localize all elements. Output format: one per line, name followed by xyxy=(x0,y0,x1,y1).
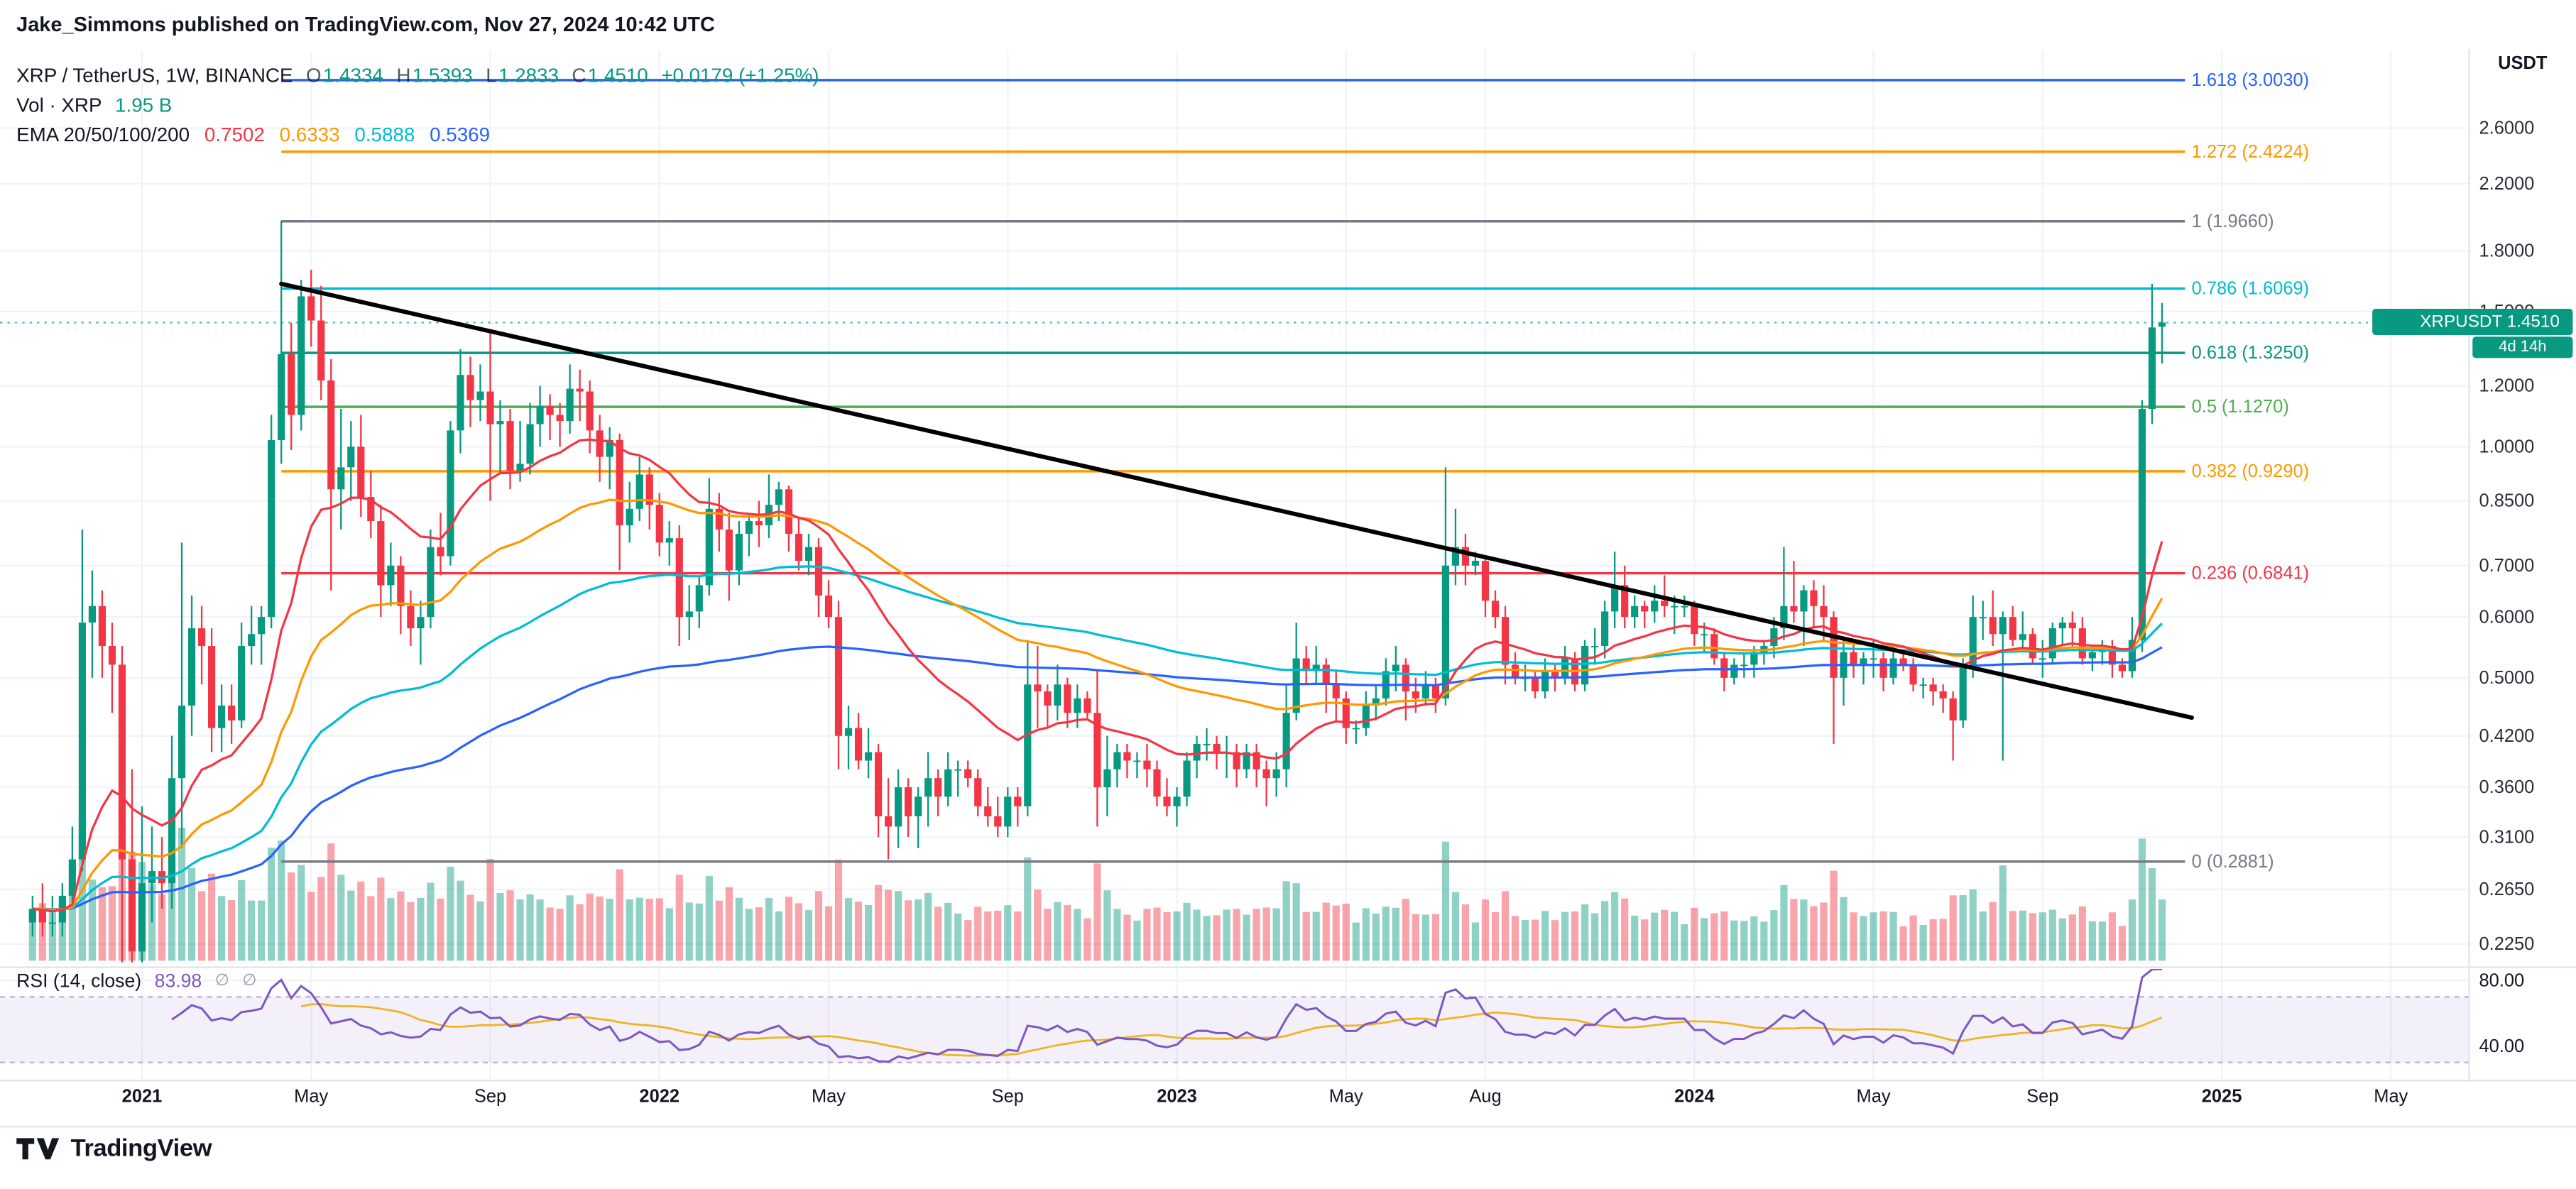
volume-label: Vol · XRP xyxy=(16,93,102,117)
rsi-empty-slot-icon[interactable]: ∅ xyxy=(214,972,229,991)
last-price-tag: XRPUSDT 1.4510 xyxy=(2372,309,2573,336)
fib-retracement[interactable]: 1.618 (3.0030) 1.272 (2.4224) 1 (1.9660) 0.… xyxy=(281,70,2309,872)
tradingview-brand: TradingView xyxy=(70,1134,212,1163)
time-axis-label: 2022 xyxy=(639,1086,680,1106)
gridlines xyxy=(0,50,2469,1081)
volume-series xyxy=(28,821,2166,961)
time-axis-label: May xyxy=(2374,1086,2408,1106)
time-axis-label: May xyxy=(1329,1086,1363,1106)
ema50-line xyxy=(32,498,2163,911)
price-axis-tick: 0.2650 xyxy=(2479,880,2535,899)
time-axis[interactable] xyxy=(0,1080,2576,1124)
time-axis-label: May xyxy=(1857,1086,1891,1106)
price-axis-tick: 0.7000 xyxy=(2479,556,2535,576)
rsi-axis-tick: 40.00 xyxy=(2479,1036,2525,1056)
time-axis-label: Sep xyxy=(474,1086,506,1106)
rsi-plot xyxy=(171,968,2163,1063)
price-axis-currency: USDT xyxy=(2498,54,2548,75)
price-axis-tick: 0.2250 xyxy=(2479,934,2535,954)
attribution: Jake_Simmons published on TradingView.co… xyxy=(16,13,715,36)
time-axis-label: May xyxy=(812,1086,846,1106)
ohlc-high: H 1.5393 xyxy=(396,64,473,87)
fib-level-label: 0.382 (0.9290) xyxy=(2192,461,2309,481)
price-axis-tick: 0.5000 xyxy=(2479,668,2535,688)
tradingview-footer-link[interactable]: TradingView xyxy=(16,1135,212,1163)
symbol-legend[interactable]: XRP / TetherUS, 1W, BINANCE O 1.4334 H 1.5… xyxy=(16,64,819,87)
ohlc-open: O 1.4334 xyxy=(306,64,383,87)
rsi-legend[interactable]: RSI (14, close) 83.98 ∅ ∅ xyxy=(16,970,256,993)
time-axis-label: 2024 xyxy=(1674,1086,1715,1106)
ema200-line xyxy=(32,645,2163,911)
fib-level-label: 1 (1.9660) xyxy=(2192,212,2274,231)
rsi-empty-slot-icon[interactable]: ∅ xyxy=(242,972,257,991)
time-axis-label: Sep xyxy=(992,1086,1024,1106)
fib-level-label: 0.5 (1.1270) xyxy=(2192,397,2289,417)
price-axis-tick: 0.6000 xyxy=(2479,607,2535,627)
rsi-label: RSI (14, close) xyxy=(16,972,142,992)
ema20-value: 0.7502 xyxy=(204,123,265,146)
time-axis-label: May xyxy=(294,1086,328,1106)
time-axis-label: 2023 xyxy=(1157,1086,1197,1106)
fib-level-label: 0 (0.2881) xyxy=(2192,852,2274,872)
descending-trendline[interactable] xyxy=(279,281,2195,720)
ema-label: EMA 20/50/100/200 xyxy=(16,123,190,146)
ema200-value: 0.5369 xyxy=(430,123,491,146)
fib-level-label: 0.786 (1.6069) xyxy=(2192,279,2309,299)
price-axis-tick: 1.8000 xyxy=(2479,241,2535,261)
price-axis-tick: 0.3600 xyxy=(2479,777,2535,797)
fib-level-label: 1.618 (3.0030) xyxy=(2192,70,2309,90)
time-axis-label: Sep xyxy=(2026,1086,2058,1106)
bar-countdown-tag: 4d 14h xyxy=(2472,336,2573,358)
tradingview-logo-icon xyxy=(16,1138,60,1160)
price-axis-tick: 2.6000 xyxy=(2479,119,2535,138)
ohlc-low: L 1.2833 xyxy=(486,64,559,87)
time-axis-label: 2025 xyxy=(2202,1086,2242,1106)
ema-legend[interactable]: EMA 20/50/100/200 0.7502 0.6333 0.5888 0… xyxy=(16,124,490,146)
price-axis-tick: 1.0000 xyxy=(2479,437,2535,456)
price-axis-tick: 0.4200 xyxy=(2479,726,2535,746)
ema100-line xyxy=(32,565,2163,911)
symbol-title[interactable]: XRP / TetherUS, 1W, BINANCE xyxy=(16,64,293,87)
price-axis[interactable] xyxy=(2469,51,2576,1081)
rsi-line xyxy=(171,968,2163,1063)
time-axis-label: 2021 xyxy=(122,1086,163,1106)
fib-level-label: 0.618 (1.3250) xyxy=(2192,343,2309,363)
candlestick-series xyxy=(28,220,2166,963)
time-axis-label: Aug xyxy=(1469,1086,1501,1106)
fib-level-label: 1.272 (2.4224) xyxy=(2192,142,2309,162)
price-change: +0.0179 (+1.25%) xyxy=(661,64,819,87)
rsi-ma-line xyxy=(300,1003,2163,1057)
ema50-value: 0.6333 xyxy=(279,123,340,146)
volume-legend[interactable]: Vol · XRP 1.95 B xyxy=(16,94,172,116)
rsi-value: 83.98 xyxy=(154,972,202,992)
price-axis-tick: 0.8500 xyxy=(2479,491,2535,511)
ohlc-close: C 1.4510 xyxy=(572,64,648,87)
volume-value: 1.95 B xyxy=(115,93,173,117)
ema100-value: 0.5888 xyxy=(354,123,415,146)
price-axis-tick: 0.3100 xyxy=(2479,827,2535,847)
rsi-axis-tick: 80.00 xyxy=(2479,970,2525,990)
fib-level-label: 0.236 (0.6841) xyxy=(2192,564,2309,583)
